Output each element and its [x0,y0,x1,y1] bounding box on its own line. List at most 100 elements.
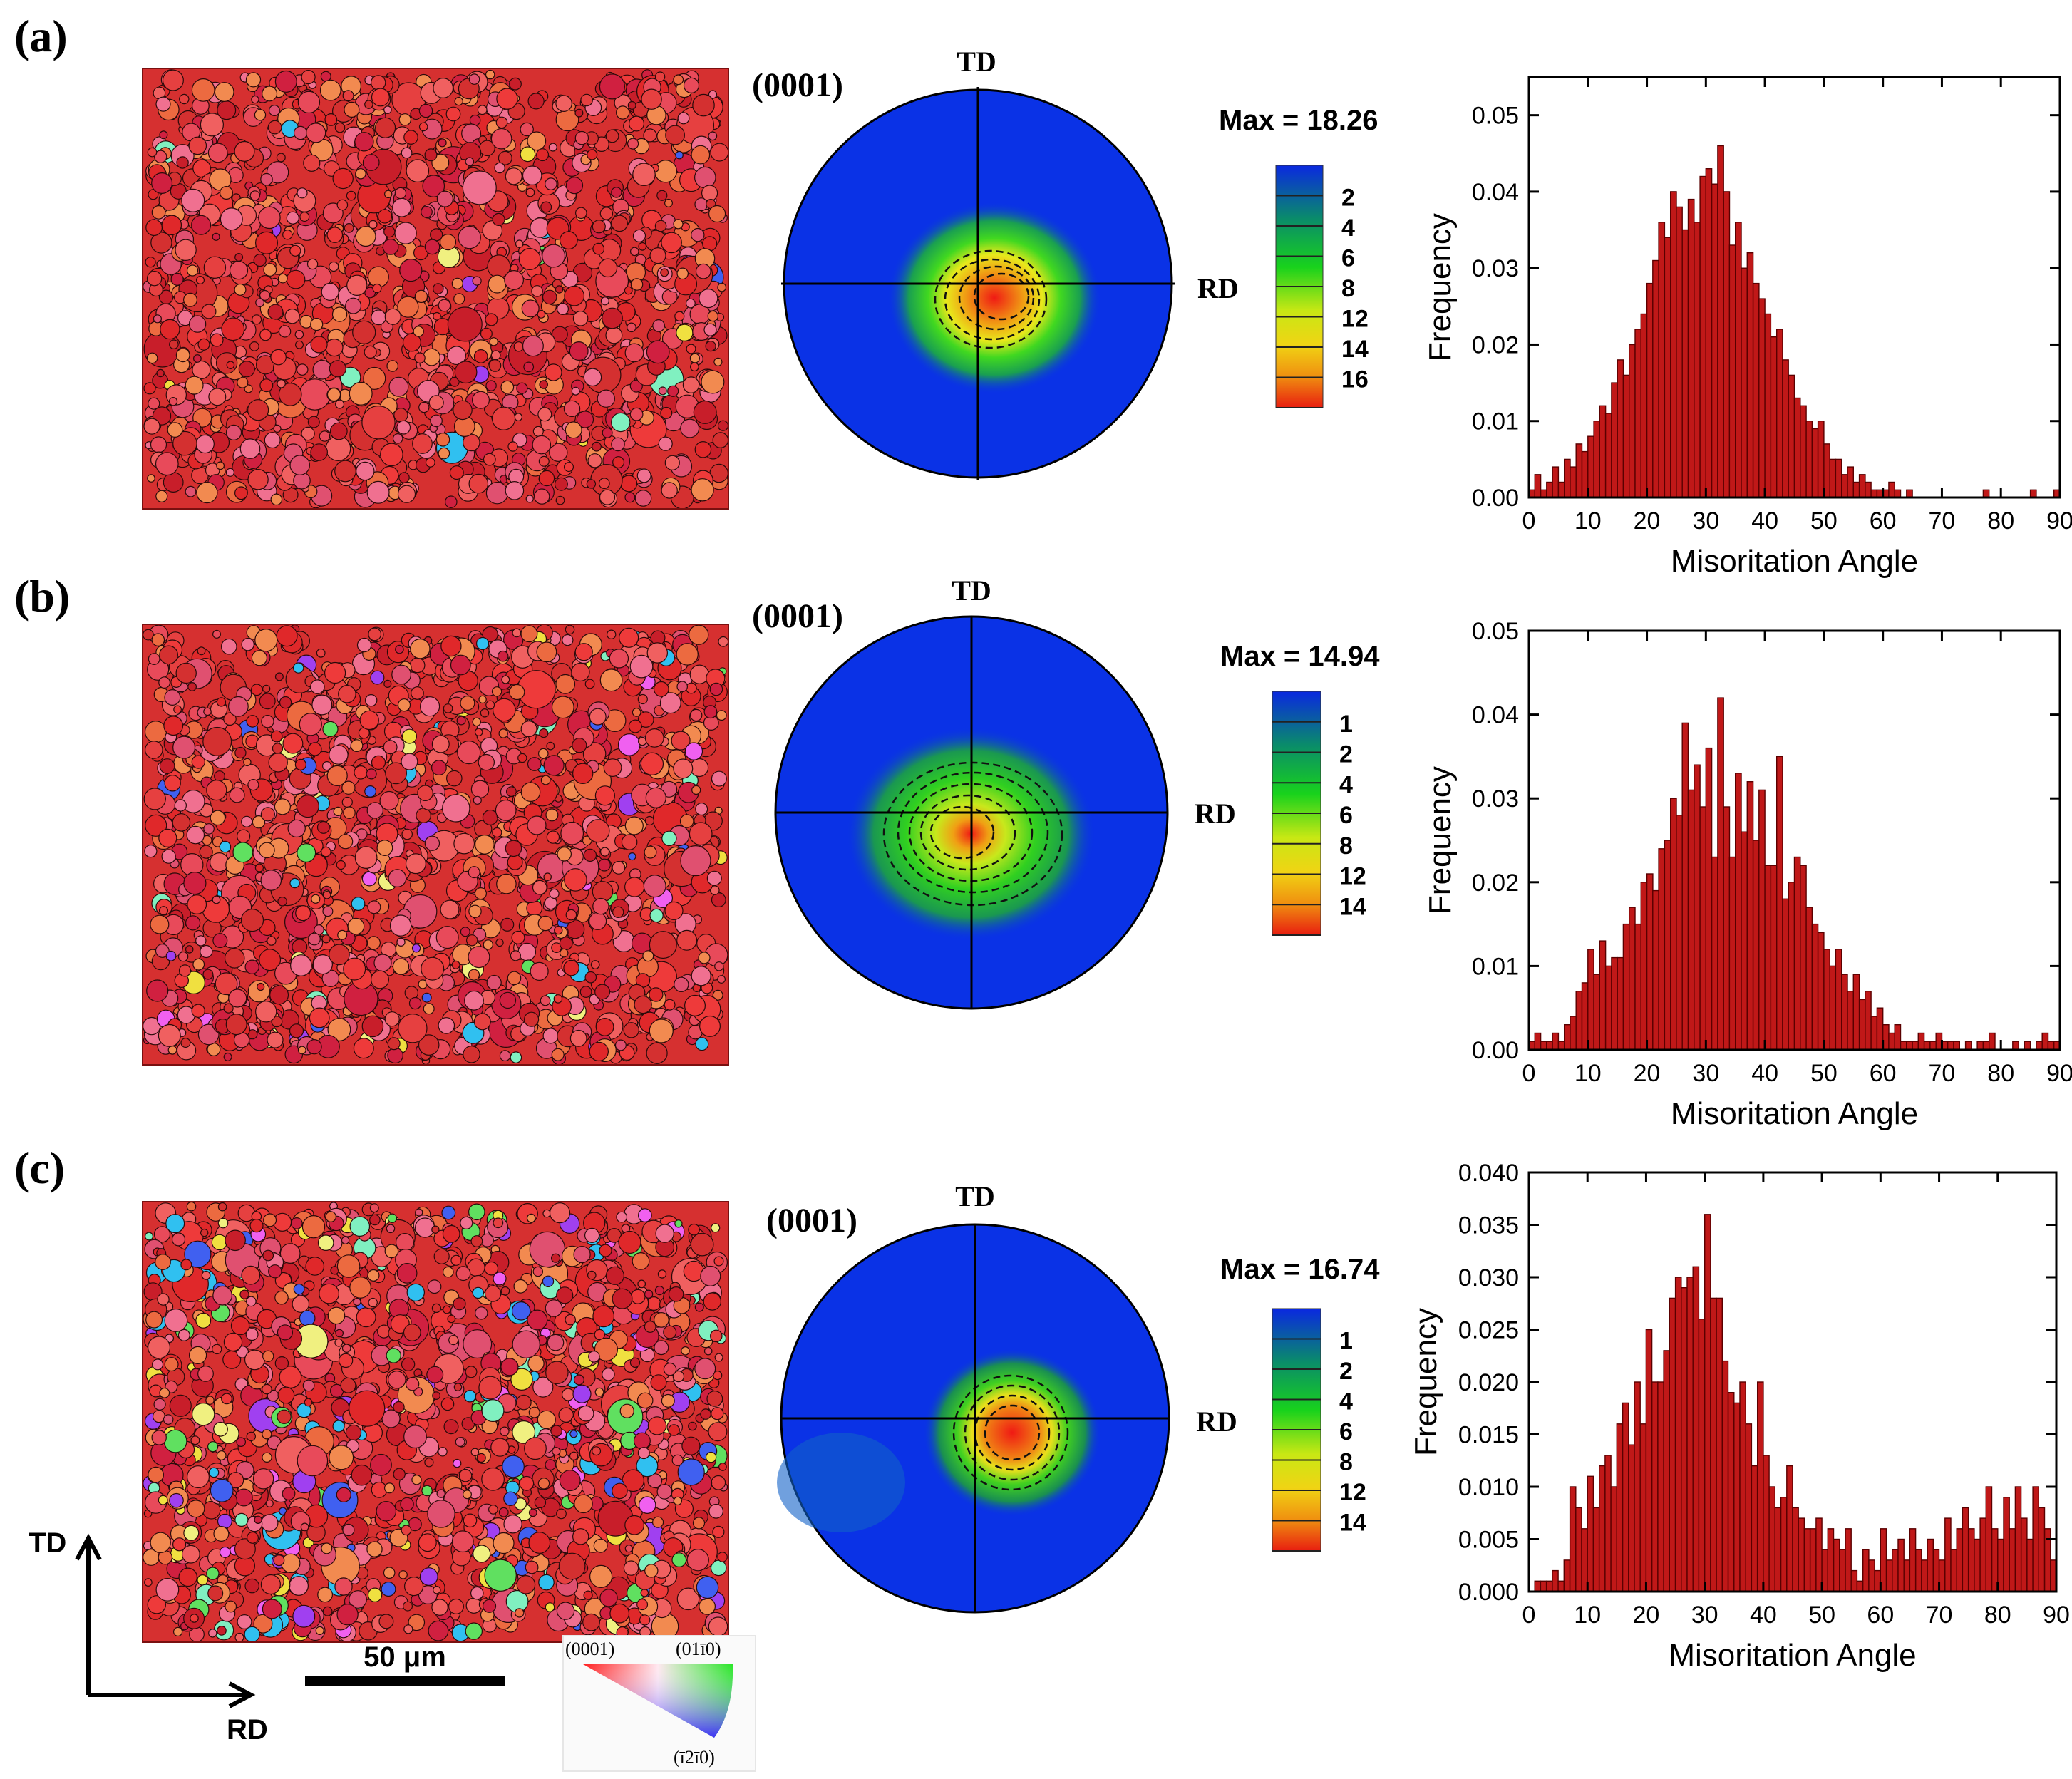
histogram-bar [1927,1538,1934,1592]
histogram-bar [1552,466,1560,498]
histogram-bar [1858,474,1866,498]
y-tick-label: 0.02 [1472,870,1519,897]
histogram-bar [1956,1528,1964,1592]
panel-label-c: (c) [14,1143,65,1193]
histogram-bar [2024,1041,2031,1051]
sample-axes [75,1533,256,1708]
histogram-bar [1835,458,1842,498]
colorbar-tick-label: 4 [1339,1388,1353,1416]
histogram-bar [2029,489,2037,498]
histogram-bar [1862,1549,1870,1592]
histogram-bar [1593,421,1601,498]
histogram-bar [1563,1559,1571,1592]
histogram-bar [1770,865,1778,1051]
histogram-bar [2036,1041,2043,1051]
histogram-bar [1575,1507,1582,1592]
histogram-bar [2012,1041,2019,1051]
histogram-bar [1775,756,1783,1051]
pole-rd-label: RD [1197,272,1239,304]
histogram-bar [1694,764,1701,1051]
histogram-bar [1540,489,1547,498]
ipf-color-key: (0001) (01ī0) (ī2ī0) [562,1635,756,1772]
histogram-bar [1912,1041,1919,1051]
histogram-bar [1634,329,1642,498]
histogram-bar [2026,1538,2034,1592]
histogram-bar [1746,780,1754,1051]
histogram-bar [1663,1350,1671,1592]
x-tick-label: 40 [1750,1602,1777,1629]
y-tick-label: 0.02 [1472,331,1519,359]
colorbar-tick-label: 8 [1341,275,1355,302]
x-tick-label: 70 [1929,507,1956,535]
histogram-bar [1545,1580,1553,1592]
x-tick-label: 10 [1574,507,1602,535]
histogram-bar [1803,1528,1811,1592]
histogram-bar [1676,206,1683,498]
histogram-bar [1741,831,1748,1051]
histogram-bar [1628,907,1636,1051]
x-tick-label: 50 [1808,1602,1835,1629]
histogram-bar [1645,1329,1653,1592]
histogram-bar [1681,1286,1688,1592]
histogram-bar [1687,198,1695,498]
histogram-bar [1923,1041,1931,1051]
colorbar-tick-label: 6 [1339,1418,1353,1445]
y-axis-label: Frequency [1423,213,1458,361]
histogram-bar [1546,481,1553,498]
histogram-bar [1604,413,1612,498]
y-tick-label: 0.010 [1458,1474,1519,1501]
histogram-bar [1746,252,1754,498]
x-tick-label: 20 [1634,507,1661,535]
y-tick-label: 0.00 [1472,485,1519,512]
histogram-bar [1534,1032,1542,1051]
histogram-bar [1852,974,1860,1051]
histogram-bar [1716,1297,1723,1592]
colorbar-tick-label: 1 [1339,1328,1353,1355]
histogram-bar [1897,1538,1905,1592]
colorbar-tick-label: 6 [1339,802,1353,829]
histogram-bar [1687,789,1695,1051]
histogram-bar [1751,1465,1758,1592]
histogram-bar [1711,856,1718,1051]
x-tick-label: 40 [1751,1060,1778,1087]
histogram-bar [1628,344,1636,498]
histogram-bar [1669,1297,1676,1592]
histogram-bar [1570,466,1577,498]
histogram-bar [1563,458,1571,498]
histogram-bar [1967,1528,1975,1592]
histogram-bar [1865,481,1872,498]
histogram-bar [1947,1041,1954,1051]
pole-faint-spot [777,1433,905,1532]
histogram-bar [1974,1538,1981,1592]
histogram-bar [1705,167,1713,498]
histogram-bar [1976,1041,1984,1051]
histogram-bar [1752,840,1760,1051]
x-tick-label: 30 [1691,1602,1718,1629]
plot-frame [1527,76,2061,499]
panel-label-b: (b) [14,571,70,622]
histogram-bar [1885,1559,1893,1592]
histogram-bar [1800,865,1807,1051]
y-tick-label: 0.005 [1458,1527,1519,1554]
histogram-bar [1622,1402,1629,1592]
histogram-bar [1575,990,1583,1051]
x-tick-label: 90 [2046,507,2072,535]
histogram-bar [1681,722,1689,1051]
histogram-bar [1616,1423,1624,1592]
x-tick-label: 30 [1692,1060,1719,1087]
colorbar-tick-label: 14 [1339,893,1366,920]
histogram-bar [1587,1475,1594,1592]
x-tick-label: 0 [1522,1602,1536,1629]
histogram-bar [1909,1528,1917,1592]
histogram-bar [1611,382,1618,498]
y-tick-label: 0.03 [1472,785,1519,813]
histogram-bar [1782,359,1789,498]
histogram-bar [1817,421,1825,498]
histogram-bar [1921,1559,1928,1592]
histogram-bar [1639,1423,1647,1592]
colorbar-ticks: 2 4 6 8 12 14 16 [1276,185,1369,408]
histogram-bar [1717,697,1724,1051]
